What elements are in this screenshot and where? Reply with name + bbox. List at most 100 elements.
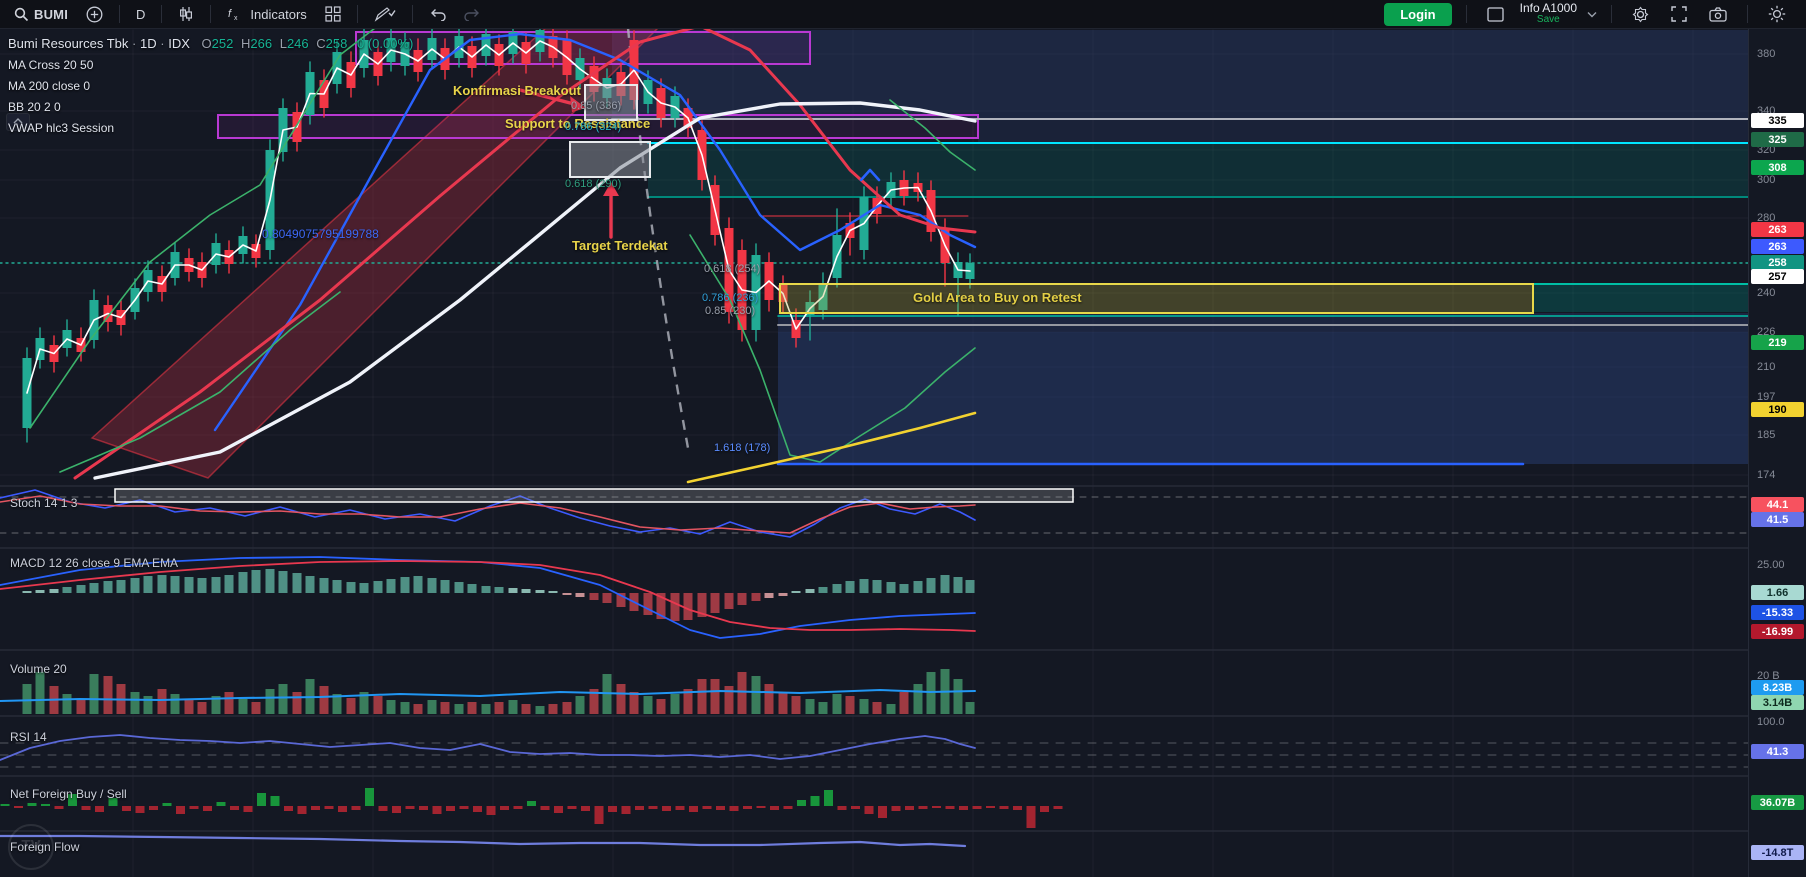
redo-icon bbox=[464, 9, 479, 21]
drawing-label[interactable]: Konfirmasi Breakout bbox=[453, 83, 581, 98]
axis-label: 20 B bbox=[1757, 670, 1780, 682]
pen-check-icon bbox=[374, 7, 396, 22]
indicator-legend-ma200[interactable]: MA 200 close 0 bbox=[8, 79, 91, 93]
drawing-label[interactable]: 0.618 (254) bbox=[704, 263, 761, 275]
axis-label: 197 bbox=[1757, 391, 1776, 403]
indicator-legend-bb[interactable]: BB 20 2 0 bbox=[8, 100, 61, 114]
open-value: 252 bbox=[211, 36, 234, 51]
chart-pane[interactable] bbox=[0, 28, 1748, 877]
chevron-down-icon[interactable] bbox=[1587, 11, 1597, 18]
indicator-legend-vwap[interactable]: VWAP hlc3 Session bbox=[8, 121, 115, 135]
indicator-legend-ma-cross[interactable]: MA Cross 20 50 bbox=[8, 58, 94, 72]
symbol-name: Bumi Resources Tbk bbox=[8, 36, 129, 51]
drawing-label[interactable]: 0.85 (336) bbox=[571, 100, 622, 112]
axis-label: 300 bbox=[1757, 174, 1776, 186]
pane-label[interactable]: Stoch 14 1 3 bbox=[10, 496, 78, 510]
axis-label: 320 bbox=[1757, 144, 1776, 156]
camera-icon bbox=[1709, 6, 1727, 22]
sun-icon bbox=[1768, 5, 1786, 23]
price-badge: 263 bbox=[1751, 239, 1804, 254]
fullscreen-icon bbox=[1671, 6, 1687, 22]
search-icon bbox=[14, 7, 29, 21]
undo-button[interactable] bbox=[423, 5, 452, 23]
price-badge: 258 bbox=[1751, 255, 1804, 270]
layout-panel-button[interactable] bbox=[1481, 5, 1510, 24]
price-badge: -16.99 bbox=[1751, 624, 1804, 639]
price-badge: 308 bbox=[1751, 160, 1804, 175]
price-badge: 263 bbox=[1751, 222, 1804, 237]
indicators-label: Indicators bbox=[250, 6, 307, 22]
chevron-up-icon bbox=[13, 118, 23, 124]
drawings-visibility-button[interactable] bbox=[368, 4, 402, 24]
price-badge: 325 bbox=[1751, 132, 1804, 147]
svg-text:f: f bbox=[228, 8, 232, 20]
redo-button[interactable] bbox=[458, 5, 487, 23]
drawing-label[interactable]: Support to Ressistance bbox=[505, 116, 651, 131]
pane-label[interactable]: MACD 12 26 close 9 EMA EMA bbox=[10, 556, 179, 570]
plus-circle-icon bbox=[86, 6, 103, 22]
pane-label[interactable]: Foreign Flow bbox=[10, 840, 80, 854]
interval-button[interactable]: D bbox=[130, 5, 151, 24]
fullscreen-button[interactable] bbox=[1665, 4, 1693, 24]
price-badge: 3.14B bbox=[1751, 695, 1804, 710]
symbol-legend-row[interactable]: Bumi Resources Tbk · 1D · IDX O252 H266 … bbox=[8, 36, 414, 51]
settings-button[interactable] bbox=[1626, 4, 1655, 25]
price-badge: 41.3 bbox=[1751, 744, 1804, 759]
price-badge: 1.66 bbox=[1751, 585, 1804, 600]
login-button[interactable]: Login bbox=[1384, 2, 1452, 26]
symbol-label: BUMI bbox=[34, 6, 69, 22]
interval-label: D bbox=[136, 6, 146, 22]
drawing-label[interactable]: 0.786 (324) bbox=[565, 121, 622, 133]
grid-layout-icon bbox=[325, 6, 341, 22]
timeframe-label: 1D bbox=[140, 36, 157, 51]
axis-label: 174 bbox=[1757, 469, 1776, 481]
price-badge: -15.33 bbox=[1751, 605, 1804, 620]
close-value: 258 bbox=[325, 36, 348, 51]
chart-legend: Bumi Resources Tbk · 1D · IDX O252 H266 … bbox=[8, 36, 413, 142]
drawing-label[interactable]: Target Terdekat bbox=[572, 238, 668, 253]
symbol-search-button[interactable]: BUMI bbox=[8, 5, 74, 24]
drawing-label[interactable]: 0.618 (290) bbox=[565, 178, 622, 190]
compare-add-button[interactable] bbox=[80, 4, 109, 25]
price-badge: 219 bbox=[1751, 335, 1804, 350]
save-label: Save bbox=[1536, 14, 1560, 25]
theme-toggle-button[interactable] bbox=[1762, 3, 1792, 25]
price-badge: -14.8T bbox=[1751, 845, 1804, 860]
drawing-label[interactable]: 1.618 (178) bbox=[714, 442, 771, 454]
exchange-label: IDX bbox=[168, 36, 190, 51]
drawing-label[interactable]: 0.85 (230) bbox=[705, 305, 756, 317]
price-badge: 36.07B bbox=[1751, 795, 1804, 810]
low-value: 246 bbox=[286, 36, 309, 51]
axis-label: 25.00 bbox=[1757, 559, 1785, 571]
axis-label: 210 bbox=[1757, 361, 1776, 373]
indicators-button[interactable]: f x Indicators bbox=[221, 4, 312, 24]
price-badge: 335 bbox=[1751, 113, 1804, 128]
account-name: Info A1000 bbox=[1519, 1, 1577, 15]
legend-collapse-button[interactable] bbox=[6, 113, 30, 131]
drawing-label[interactable]: Gold Area to Buy on Retest bbox=[913, 290, 1082, 305]
pane-label[interactable]: RSI 14 bbox=[10, 730, 47, 744]
layout-grid-button[interactable] bbox=[319, 4, 347, 24]
price-badge: 41.5 bbox=[1751, 512, 1804, 527]
change-value: 0 (0.00%) bbox=[356, 36, 414, 51]
snapshot-button[interactable] bbox=[1703, 5, 1733, 24]
pane-label[interactable]: Net Foreign Buy / Sell bbox=[10, 787, 127, 801]
pane-label[interactable]: Volume 20 bbox=[10, 662, 67, 676]
high-value: 266 bbox=[250, 36, 273, 51]
axis-label: 280 bbox=[1757, 212, 1776, 224]
top-toolbar: BUMI D bbox=[0, 0, 1806, 29]
price-badge: 190 bbox=[1751, 402, 1804, 417]
price-badge: 44.1 bbox=[1751, 497, 1804, 512]
axis-label: 100.0 bbox=[1757, 716, 1785, 728]
chart-canvas[interactable] bbox=[0, 28, 1748, 877]
fx-icon: f x bbox=[228, 8, 238, 22]
axis-label: 240 bbox=[1757, 287, 1776, 299]
candles-icon bbox=[180, 7, 193, 21]
price-axis[interactable]: 380 340 320 300 280 240 226 210 197 185 174 25.00 20… bbox=[1748, 28, 1806, 877]
drawing-label[interactable]: 0.8049075795199788 bbox=[262, 227, 379, 241]
price-badge: 257 bbox=[1751, 269, 1804, 284]
drawing-label[interactable]: 0.786 (236) bbox=[702, 292, 759, 304]
chart-style-button[interactable] bbox=[172, 4, 200, 24]
account-menu[interactable]: Info A1000 Save bbox=[1519, 1, 1577, 25]
